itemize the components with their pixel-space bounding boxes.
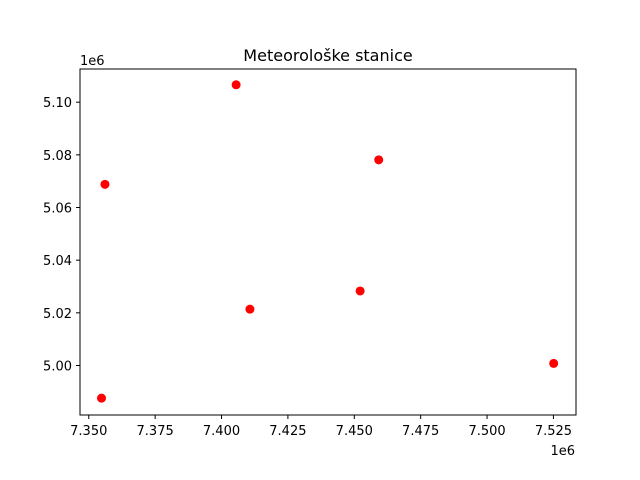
data-points — [97, 80, 559, 403]
station-point — [100, 179, 110, 189]
y-tick-label: 5.06 — [43, 202, 72, 217]
x-tick-label: 7.400 — [203, 424, 240, 439]
x-tick-label: 7.450 — [336, 424, 373, 439]
x-tick-label: 7.500 — [468, 424, 505, 439]
station-point — [245, 304, 255, 314]
y-tick-label: 5.10 — [43, 96, 72, 111]
x-tick-label: 7.375 — [137, 424, 174, 439]
x-tick-label: 7.425 — [269, 424, 306, 439]
x-tick-label: 7.475 — [402, 424, 439, 439]
station-point — [549, 358, 559, 368]
chart-title: Meteorološke stanice — [243, 46, 412, 65]
x-tick-label: 7.525 — [535, 424, 572, 439]
station-point — [97, 393, 107, 403]
x-tick-label: 7.350 — [70, 424, 107, 439]
y-tick-label: 5.00 — [43, 359, 72, 374]
y-tick-label: 5.04 — [43, 254, 72, 269]
station-point — [355, 286, 365, 296]
plot-area-frame — [79, 68, 577, 416]
station-point — [231, 80, 241, 90]
y-tick-label: 5.02 — [43, 307, 72, 322]
y-tick-label: 5.08 — [43, 149, 72, 164]
axis-ticks: 7.350 7.375 7.400 7.425 7.450 7.475 7.500 7.525… — [43, 96, 572, 439]
station-point — [374, 155, 384, 165]
x-axis-offset-label: 1e6 — [550, 444, 575, 459]
y-axis-offset-label: 1e6 — [80, 54, 105, 69]
